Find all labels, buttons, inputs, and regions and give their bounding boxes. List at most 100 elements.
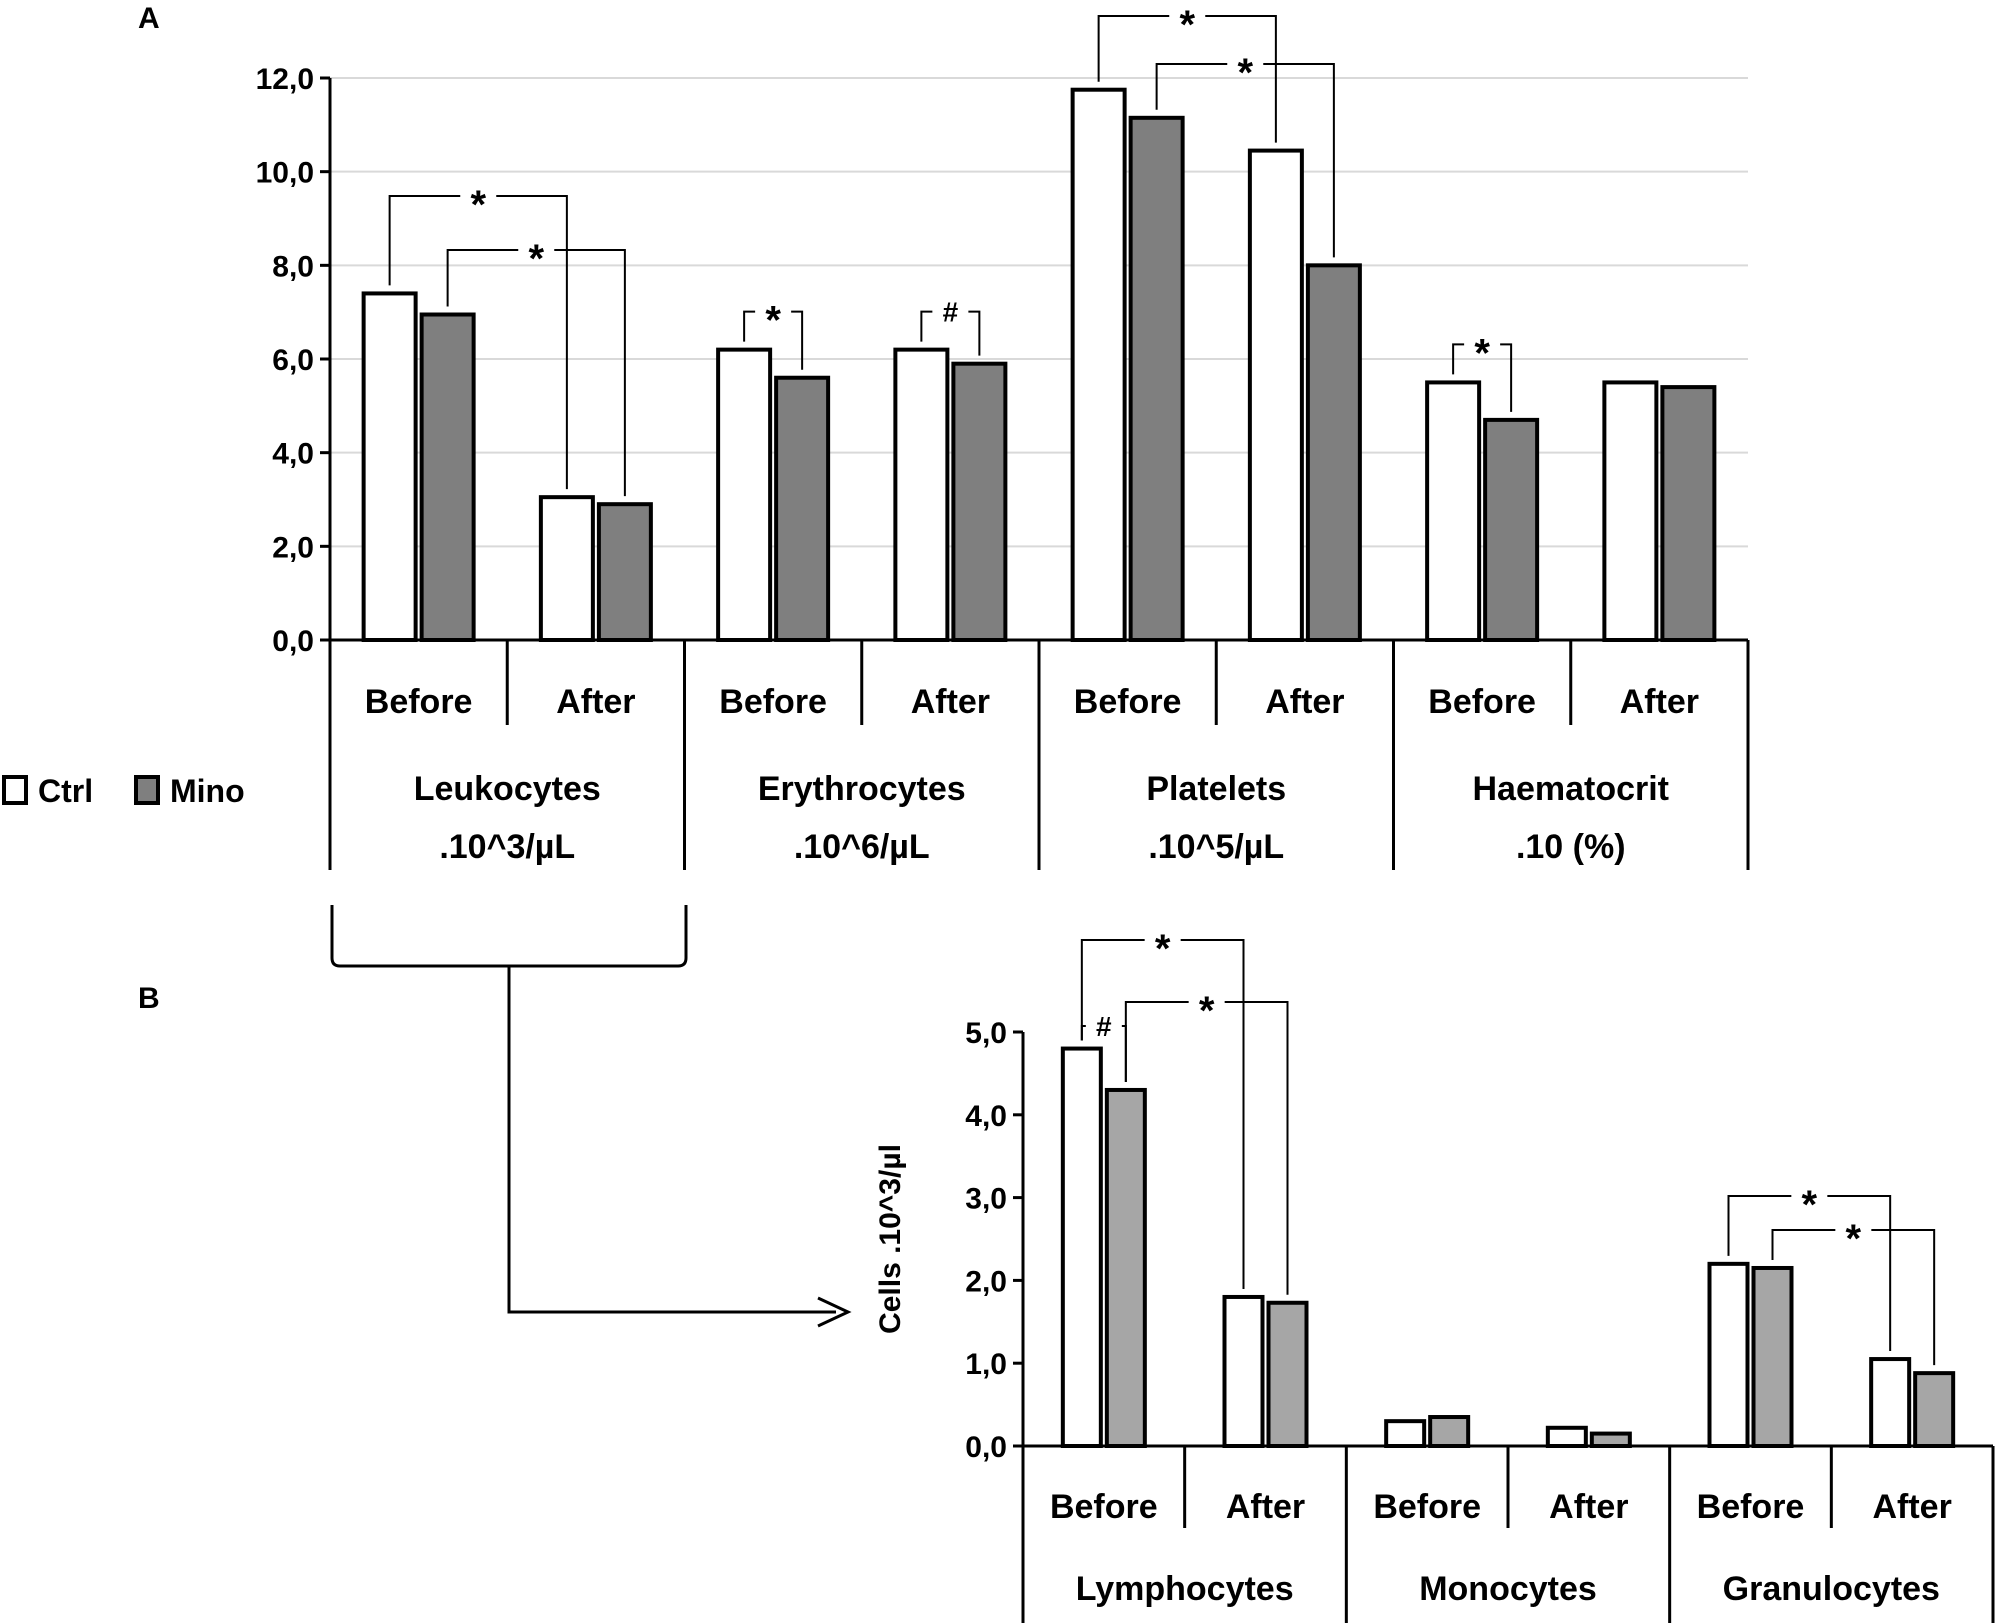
bracket-gap — [1835, 1226, 1872, 1234]
mino-bar — [1483, 417, 1540, 642]
mino-bar — [596, 502, 653, 642]
bracket-gap — [1227, 60, 1264, 68]
mino-bar — [1428, 1415, 1471, 1449]
group-label: Haematocrit — [1472, 770, 1669, 808]
y-tick-label: 8,0 — [272, 250, 314, 283]
ctrl-bar — [1869, 1357, 1912, 1449]
mino-bar — [1589, 1431, 1632, 1448]
bracket-gap — [932, 307, 969, 316]
period-label: Before — [1428, 683, 1536, 721]
leukocyte-breakdown-connector — [330, 905, 852, 1328]
bracket-gap — [1085, 1022, 1122, 1030]
period-label: Before — [1373, 1488, 1481, 1526]
ctrl-bar — [1545, 1425, 1588, 1449]
ctrl-bar — [1070, 87, 1127, 643]
significance-mark: # — [1096, 1011, 1112, 1042]
mino-bar — [774, 375, 831, 642]
ctrl-bar — [1247, 148, 1304, 642]
significance-mark: * — [1474, 331, 1490, 375]
ctrl-bar — [538, 495, 595, 642]
y-tick-label: 1,0 — [965, 1348, 1007, 1381]
ctrl-bar — [361, 291, 418, 642]
period-label: After — [1226, 1488, 1305, 1526]
ctrl-bar — [1060, 1046, 1103, 1449]
y-tick-label: 0,0 — [965, 1431, 1007, 1464]
significance-mark: * — [765, 299, 781, 343]
mino-bar — [1751, 1265, 1794, 1448]
connector-line — [507, 966, 836, 1314]
ctrl-bar — [893, 347, 950, 642]
y-tick-label: 2,0 — [965, 1265, 1007, 1298]
significance-mark: # — [943, 297, 959, 328]
significance-mark: * — [1199, 989, 1215, 1033]
mino-bar — [1660, 385, 1717, 642]
group-unit: .10^6/µL — [794, 828, 930, 866]
bracket-gap — [518, 246, 555, 254]
period-label: After — [1549, 1488, 1628, 1526]
period-label: Before — [365, 683, 473, 721]
leukocyte-bracket — [330, 905, 688, 968]
significance-mark: * — [1179, 3, 1195, 47]
period-label: After — [911, 683, 990, 721]
y-tick-label: 5,0 — [965, 1017, 1007, 1050]
significance-mark: * — [470, 183, 486, 227]
bracket-gap — [1144, 936, 1181, 944]
y-tick-label: 10,0 — [256, 157, 314, 190]
panel-label: B — [138, 982, 160, 1015]
group-unit: .10^5/µL — [1148, 828, 1284, 866]
mino-legend-label: Mino — [170, 773, 245, 809]
period-label: After — [1265, 683, 1344, 721]
ctrl-bar — [1425, 380, 1482, 642]
mino-bar — [1913, 1371, 1956, 1448]
group-label: Platelets — [1146, 770, 1286, 808]
significance-mark: * — [528, 237, 544, 281]
group-unit: .10^3/µL — [439, 828, 575, 866]
significance-mark: * — [1846, 1217, 1862, 1261]
bracket-gap — [1169, 12, 1206, 20]
y-tick-label: 3,0 — [965, 1183, 1007, 1216]
y-axis-title: Cells .10^3/µl — [874, 1144, 907, 1334]
ctrl-bar — [716, 347, 773, 642]
group-label: Monocytes — [1419, 1570, 1597, 1608]
ctrl-bar — [1384, 1419, 1427, 1449]
mino-bar — [419, 312, 476, 642]
period-label: After — [1872, 1488, 1951, 1526]
bracket-gap — [460, 192, 497, 200]
period-label: Before — [1074, 683, 1182, 721]
group-label: Leukocytes — [414, 770, 601, 808]
y-tick-label: 2,0 — [272, 531, 314, 564]
group-label: Erythrocytes — [758, 770, 966, 808]
panel-b-chart: B 0,0 1,0 2,0 3,0 4,0 5,0 Cells .10^3/µl Lymphoc… — [138, 927, 1995, 1623]
y-tick-label: 4,0 — [965, 1100, 1007, 1133]
ctrl-bar — [1602, 380, 1659, 642]
significance-mark: * — [1155, 927, 1171, 971]
significance-mark: * — [1802, 1183, 1818, 1227]
y-tick-label: 12,0 — [256, 63, 314, 96]
bracket-gap — [1464, 340, 1501, 349]
y-tick-label: 6,0 — [272, 344, 314, 377]
group-unit: .10 (%) — [1516, 828, 1626, 866]
bracket-gap — [1791, 1192, 1828, 1200]
ctrl-bar — [1707, 1261, 1750, 1448]
ctrl-swatch — [2, 775, 28, 805]
arrow-head-icon — [817, 1296, 852, 1328]
y-tick-label: 4,0 — [272, 438, 314, 471]
group-label: Lymphocytes — [1076, 1570, 1294, 1608]
period-label: Before — [1697, 1488, 1805, 1526]
panel-a-chart: A 0,0 2,0 4,0 6,0 8,0 10,0 12,0 Leukocytes .10^3/… — [138, 2, 1750, 870]
period-label: Before — [1050, 1488, 1158, 1526]
mino-bar — [1104, 1087, 1147, 1448]
period-label: After — [1620, 683, 1699, 721]
ctrl-bar — [1222, 1294, 1265, 1448]
significance-bracket — [1124, 1001, 1289, 1295]
y-tick-label: 0,0 — [272, 625, 314, 658]
mino-bar — [951, 361, 1008, 642]
bracket-gap — [1188, 998, 1225, 1006]
ctrl-legend-label: Ctrl — [38, 773, 93, 809]
group-label: Granulocytes — [1723, 1570, 1940, 1608]
period-label: Before — [719, 683, 827, 721]
panel-label: A — [138, 2, 160, 35]
bracket-gap — [755, 307, 792, 316]
significance-mark: * — [1237, 51, 1253, 95]
